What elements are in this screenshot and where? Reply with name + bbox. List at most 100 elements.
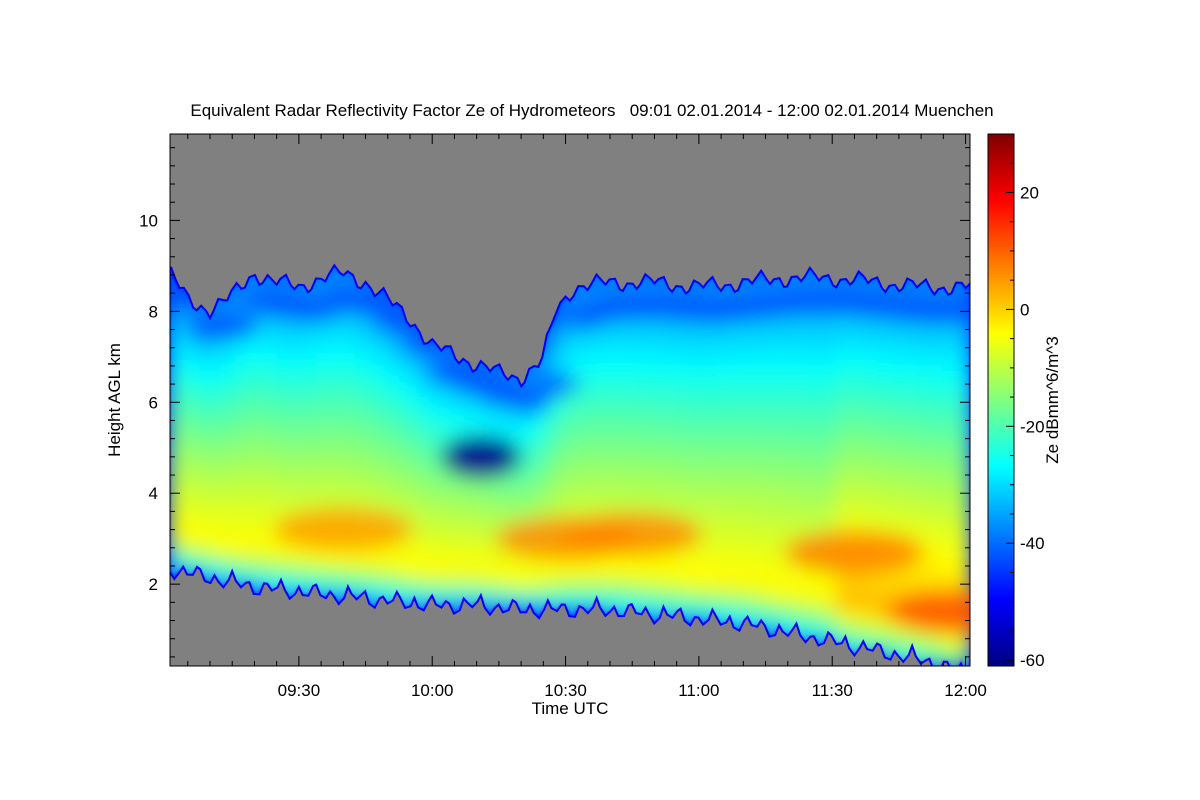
field-cell xyxy=(475,498,491,512)
field-cell xyxy=(915,465,931,479)
field-cell xyxy=(889,376,905,390)
field-cell xyxy=(955,343,970,357)
field-cell xyxy=(715,399,731,413)
field-cell xyxy=(382,487,398,501)
field-cell xyxy=(609,576,625,590)
field-cell xyxy=(342,399,358,413)
field-cell xyxy=(529,443,545,457)
field-cell xyxy=(395,410,411,424)
field-cell xyxy=(369,576,385,590)
field-cell xyxy=(369,343,385,357)
field-cell xyxy=(209,376,225,390)
field-cell xyxy=(835,432,851,446)
field-cell xyxy=(809,421,825,435)
field-cell xyxy=(755,343,771,357)
field-cell xyxy=(369,421,385,435)
field-cell xyxy=(689,476,705,490)
field-cell xyxy=(915,443,931,457)
field-cell xyxy=(822,443,838,457)
field-cell xyxy=(702,343,718,357)
field-cell xyxy=(849,587,865,601)
field-cell xyxy=(929,376,945,390)
field-cell xyxy=(822,509,838,523)
field-cell xyxy=(289,443,305,457)
field-cell xyxy=(942,354,958,368)
field-cell xyxy=(635,387,651,401)
field-cell xyxy=(742,421,758,435)
field-cell xyxy=(395,543,411,557)
field-cell xyxy=(302,454,318,468)
field-cell xyxy=(329,365,345,379)
field-cell xyxy=(755,520,771,534)
field-cell xyxy=(649,576,665,590)
field-cell xyxy=(622,399,638,413)
field-cell xyxy=(449,587,465,601)
field-cell xyxy=(342,410,358,424)
field-cell xyxy=(835,454,851,468)
field-cell xyxy=(782,321,798,335)
field-cell xyxy=(382,365,398,379)
field-cell xyxy=(942,332,958,346)
field-cell xyxy=(702,520,718,534)
field-cell xyxy=(209,465,225,479)
field-cell xyxy=(569,365,585,379)
field-cell xyxy=(782,465,798,479)
field-cell xyxy=(769,465,785,479)
field-cell xyxy=(742,509,758,523)
field-cell xyxy=(409,421,425,435)
field-cell xyxy=(195,387,211,401)
field-cell xyxy=(302,410,318,424)
field-cell xyxy=(729,443,745,457)
field-cell xyxy=(502,576,518,590)
field-cell xyxy=(422,498,438,512)
field-cell xyxy=(929,454,945,468)
field-cell xyxy=(502,587,518,601)
field-cell xyxy=(369,454,385,468)
field-cell xyxy=(929,399,945,413)
field-cell xyxy=(182,520,198,534)
field-cell xyxy=(342,277,358,291)
field-cell xyxy=(915,410,931,424)
field-cell xyxy=(849,631,865,645)
field-cell xyxy=(702,387,718,401)
field-cell xyxy=(702,587,718,601)
reflectivity-core xyxy=(886,589,970,634)
field-cell xyxy=(755,598,771,612)
field-cell xyxy=(662,354,678,368)
x-axis: 09:30 10:00 10:30 11:00 11:30 12:00 xyxy=(187,134,987,700)
field-cell xyxy=(170,543,185,557)
field-cell xyxy=(835,509,851,523)
field-cell xyxy=(355,465,371,479)
field-cell xyxy=(315,465,331,479)
field-cell xyxy=(369,376,385,390)
field-cell xyxy=(902,487,918,501)
chart-title: Equivalent Radar Reflectivity Factor Ze … xyxy=(190,101,993,120)
field-cell xyxy=(702,399,718,413)
field-cell xyxy=(769,520,785,534)
field-cell xyxy=(515,587,531,601)
field-cell xyxy=(422,532,438,546)
field-cell xyxy=(649,454,665,468)
field-cell xyxy=(689,598,705,612)
field-cell xyxy=(729,354,745,368)
field-cell xyxy=(849,620,865,634)
field-cell xyxy=(795,410,811,424)
field-cell xyxy=(209,487,225,501)
field-cell xyxy=(515,509,531,523)
field-cell xyxy=(835,321,851,335)
field-cell xyxy=(582,288,598,302)
field-cell xyxy=(182,354,198,368)
field-cell xyxy=(582,354,598,368)
field-cell xyxy=(649,376,665,390)
field-cell xyxy=(915,376,931,390)
field-cell xyxy=(289,454,305,468)
field-cell xyxy=(542,343,558,357)
field-cell xyxy=(902,509,918,523)
field-cell xyxy=(262,376,278,390)
field-cell xyxy=(489,487,505,501)
field-cell xyxy=(262,399,278,413)
field-cell xyxy=(262,454,278,468)
field-cell xyxy=(315,376,331,390)
field-cell xyxy=(942,376,958,390)
field-cell xyxy=(929,410,945,424)
